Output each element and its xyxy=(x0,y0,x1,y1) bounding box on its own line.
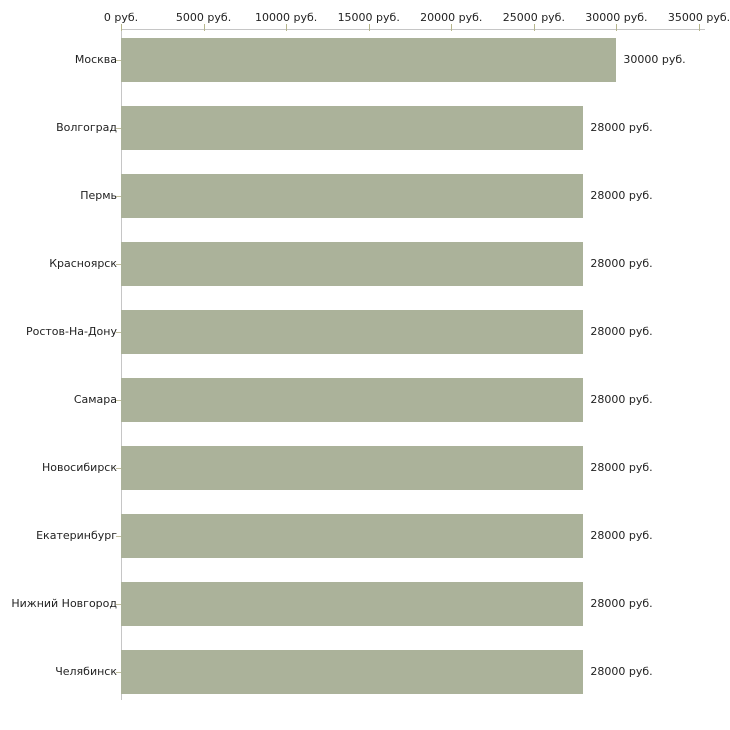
x-axis-tick xyxy=(121,24,122,31)
bar-value-label: 28000 руб. xyxy=(590,597,653,610)
bar xyxy=(121,446,584,490)
x-axis-tick-label: 20000 руб. xyxy=(420,11,483,24)
y-axis-tick xyxy=(116,468,121,469)
x-axis-tick-label: 30000 руб. xyxy=(585,11,648,24)
bar xyxy=(121,378,584,422)
bar xyxy=(121,174,584,218)
bar-value-label: 28000 руб. xyxy=(590,189,653,202)
x-axis-tick-label: 5000 руб. xyxy=(175,11,232,24)
x-axis-tick-label: 15000 руб. xyxy=(337,11,400,24)
x-axis-line xyxy=(121,29,705,30)
bar-value-label: 28000 руб. xyxy=(590,121,653,134)
y-axis-tick xyxy=(116,332,121,333)
x-axis-tick-label: 25000 руб. xyxy=(502,11,565,24)
y-axis-line xyxy=(121,29,122,700)
x-axis-tick-label: 0 руб. xyxy=(103,11,139,24)
x-axis-tick xyxy=(203,24,205,31)
bar xyxy=(121,582,584,626)
y-axis-category-label: Волгоград xyxy=(56,121,117,134)
bar xyxy=(121,106,584,150)
y-axis-tick xyxy=(116,128,121,129)
bar-value-label: 28000 руб. xyxy=(590,393,653,406)
y-axis-category-label: Москва xyxy=(74,53,117,66)
y-axis-category-label: Челябинск xyxy=(55,665,117,678)
bar-value-label: 28000 руб. xyxy=(590,461,653,474)
y-axis-tick xyxy=(116,400,121,401)
y-axis-tick xyxy=(116,60,121,61)
y-axis-category-label: Нижний Новгород xyxy=(11,597,117,610)
bar xyxy=(121,650,584,694)
x-axis-tick xyxy=(368,24,370,31)
y-axis-tick xyxy=(116,536,121,537)
bar xyxy=(121,242,584,286)
y-axis-category-label: Екатеринбург xyxy=(36,529,117,542)
y-axis-tick xyxy=(116,264,121,265)
bar-value-label: 28000 руб. xyxy=(590,325,653,338)
bar xyxy=(121,310,584,354)
y-axis-category-label: Красноярск xyxy=(49,257,117,270)
y-axis-category-label: Новосибирск xyxy=(41,461,117,474)
x-axis-tick xyxy=(699,24,700,31)
y-axis-category-label: Ростов-На-Дону xyxy=(25,325,117,338)
bar xyxy=(121,38,617,82)
y-axis-tick xyxy=(116,604,121,605)
x-axis-tick-label: 10000 руб. xyxy=(255,11,318,24)
x-axis-tick xyxy=(616,24,618,31)
x-axis-tick xyxy=(533,24,535,31)
y-axis-tick xyxy=(116,196,121,197)
x-axis-tick-label: 35000 руб. xyxy=(667,11,730,24)
bar xyxy=(121,514,584,558)
y-axis-category-label: Самара xyxy=(73,393,117,406)
bar-value-label: 28000 руб. xyxy=(590,257,653,270)
x-axis-tick xyxy=(286,24,288,31)
bar-value-label: 28000 руб. xyxy=(590,665,653,678)
bar-value-label: 28000 руб. xyxy=(590,529,653,542)
y-axis-category-label: Пермь xyxy=(80,189,117,202)
y-axis-tick xyxy=(116,672,121,673)
x-axis-tick xyxy=(451,24,453,31)
bar-value-label: 30000 руб. xyxy=(623,53,686,66)
